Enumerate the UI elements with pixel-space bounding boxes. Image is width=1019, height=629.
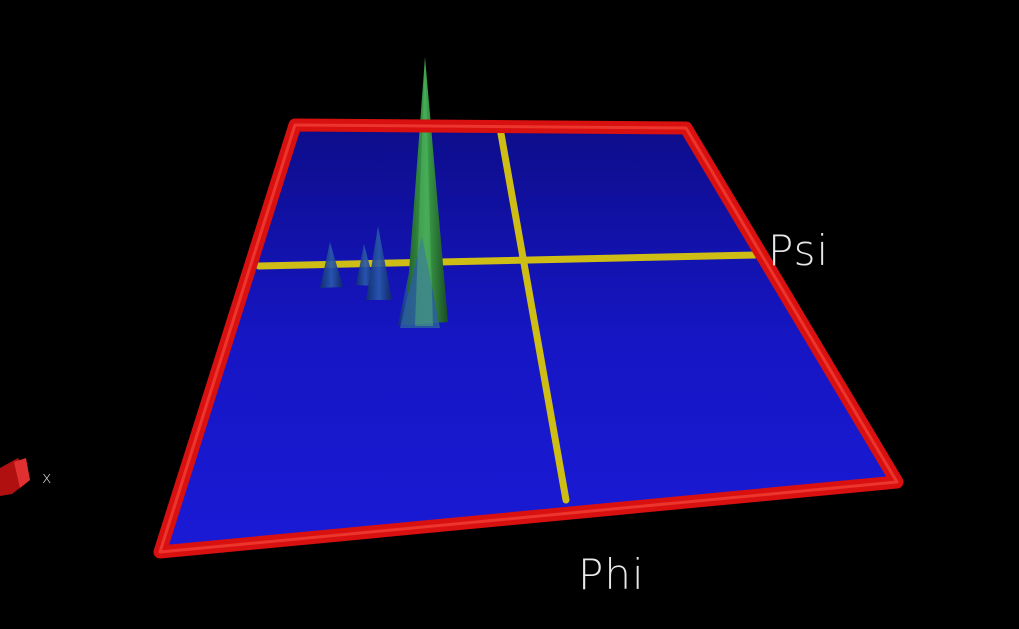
orientation-x-label: x — [42, 468, 53, 487]
psi-zero-line — [255, 251, 759, 270]
psi-axis-label: Psi — [768, 226, 830, 275]
energy-surface-plane — [160, 125, 897, 552]
phi-axis-label: Phi — [578, 550, 645, 599]
phi-zero-line — [496, 124, 570, 504]
main-peak — [400, 57, 448, 328]
orientation-marker-icon — [0, 458, 30, 496]
